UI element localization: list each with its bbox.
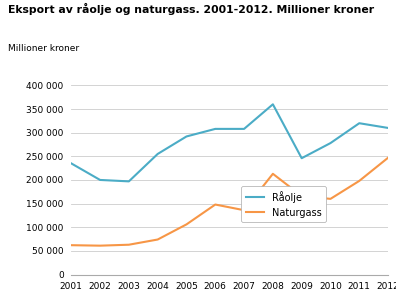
Naturgass	[357, 179, 362, 183]
Naturgass	[299, 194, 304, 198]
Naturgass	[386, 156, 390, 160]
Råolje	[69, 162, 74, 165]
Naturgass	[213, 203, 218, 206]
Råolje	[213, 127, 218, 131]
Råolje	[357, 121, 362, 125]
Naturgass	[184, 223, 189, 226]
Råolje	[126, 180, 131, 183]
Naturgass	[242, 208, 246, 212]
Råolje	[270, 102, 275, 106]
Naturgass	[126, 243, 131, 246]
Råolje	[299, 156, 304, 160]
Råolje	[386, 126, 390, 130]
Råolje	[242, 127, 246, 131]
Naturgass	[328, 197, 333, 201]
Råolje	[328, 141, 333, 145]
Line: Råolje: Råolje	[71, 104, 388, 181]
Text: Eksport av råolje og naturgass. 2001-2012. Millioner kroner: Eksport av råolje og naturgass. 2001-201…	[8, 3, 374, 15]
Naturgass	[155, 238, 160, 241]
Naturgass	[98, 244, 103, 247]
Naturgass	[69, 243, 74, 247]
Text: Millioner kroner: Millioner kroner	[8, 44, 79, 53]
Råolje	[155, 152, 160, 156]
Råolje	[98, 178, 103, 182]
Line: Naturgass: Naturgass	[71, 158, 388, 246]
Naturgass	[270, 172, 275, 176]
Råolje	[184, 135, 189, 138]
Legend: Råolje, Naturgass: Råolje, Naturgass	[242, 186, 326, 222]
